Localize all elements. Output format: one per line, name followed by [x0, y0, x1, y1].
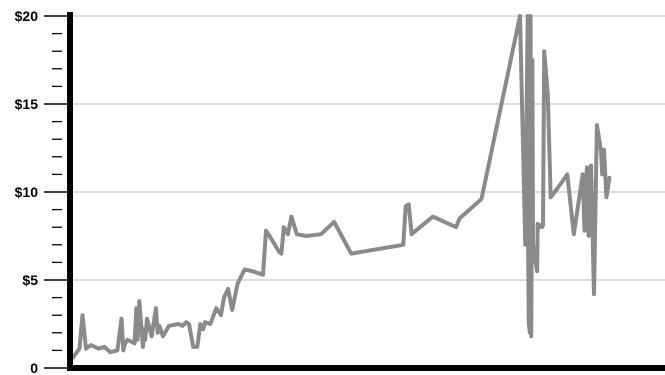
y-axis-tick-labels: 0 $5 $10 $15 $20	[15, 8, 39, 375]
y-tick-label: 0	[30, 360, 38, 375]
y-tick-label: $20	[15, 8, 39, 24]
gridlines	[73, 15, 665, 281]
y-axis-minor-ticks	[44, 15, 68, 369]
y-tick-label: $15	[15, 96, 39, 112]
y-tick-label: $10	[15, 184, 39, 200]
price-series-line	[71, 14, 612, 360]
y-tick-label: $5	[22, 272, 38, 288]
